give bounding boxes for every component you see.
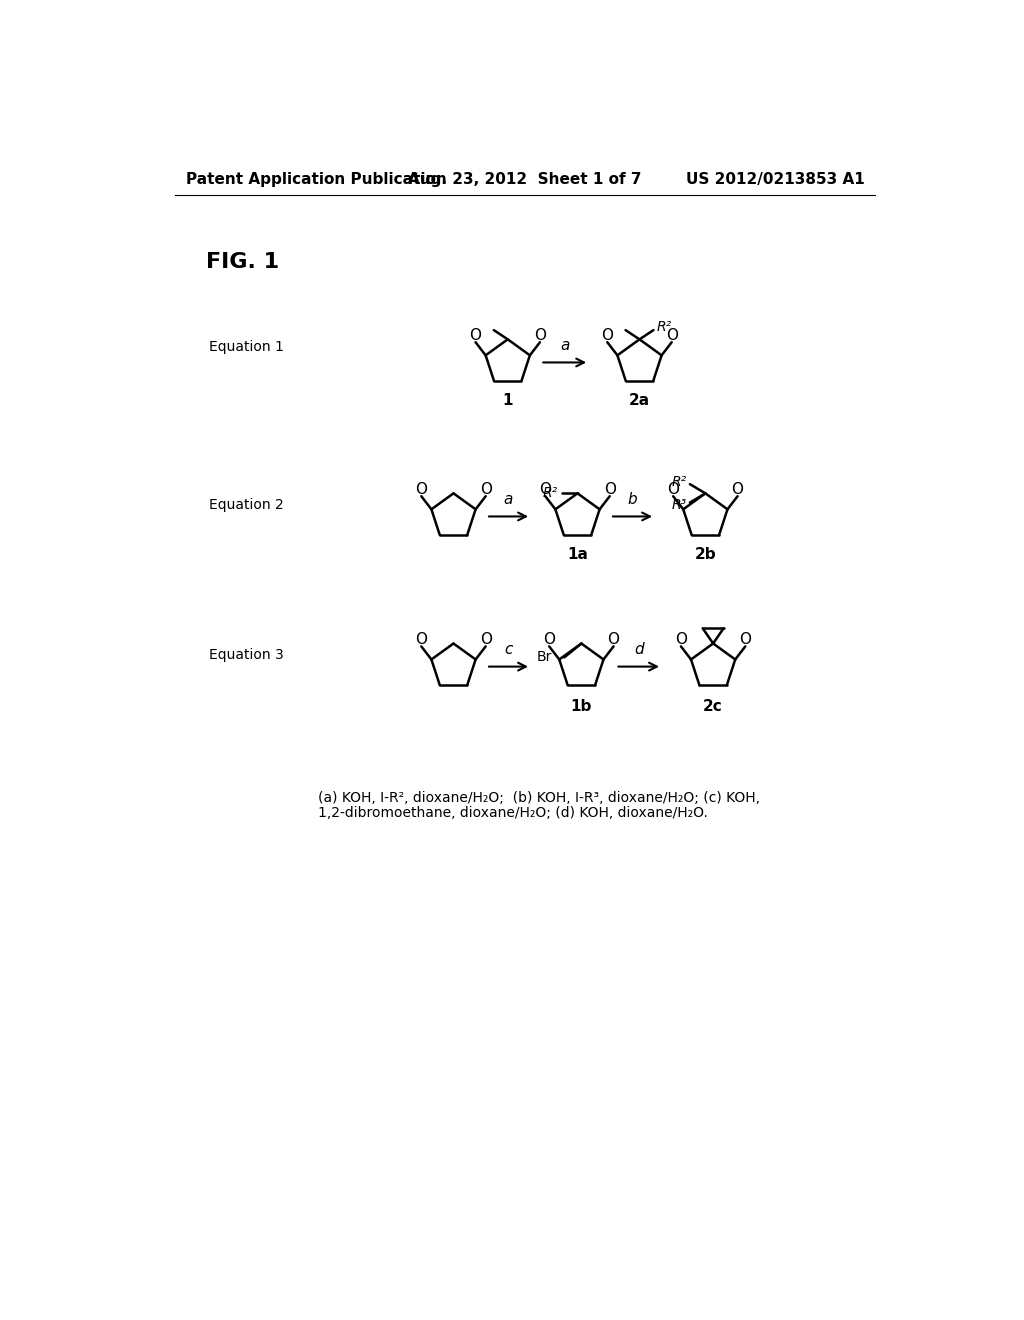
Text: O: O — [739, 632, 752, 647]
Text: Equation 3: Equation 3 — [209, 648, 284, 663]
Text: O: O — [675, 632, 687, 647]
Text: a: a — [504, 492, 513, 507]
Text: O: O — [416, 482, 427, 496]
Text: Patent Application Publication: Patent Application Publication — [186, 173, 446, 187]
Text: R²: R² — [672, 475, 687, 488]
Text: 1,2-dibromoethane, dioxane/H₂O; (d) KOH, dioxane/H₂O.: 1,2-dibromoethane, dioxane/H₂O; (d) KOH,… — [317, 807, 708, 820]
Text: b: b — [628, 492, 637, 507]
Text: O: O — [543, 632, 555, 647]
Text: c: c — [505, 643, 513, 657]
Text: Aug. 23, 2012  Sheet 1 of 7: Aug. 23, 2012 Sheet 1 of 7 — [408, 173, 642, 187]
Text: d: d — [634, 643, 643, 657]
Text: 1a: 1a — [567, 548, 588, 562]
Text: Br: Br — [537, 651, 552, 664]
Text: O: O — [731, 482, 743, 496]
Text: O: O — [416, 632, 427, 647]
Text: O: O — [470, 327, 481, 343]
Text: Equation 2: Equation 2 — [209, 498, 284, 512]
Text: R³: R³ — [672, 498, 687, 512]
Text: 2b: 2b — [694, 548, 716, 562]
Text: a: a — [560, 338, 569, 354]
Text: 2a: 2a — [629, 393, 650, 408]
Text: 1b: 1b — [570, 700, 592, 714]
Text: O: O — [604, 482, 615, 496]
Text: FIG. 1: FIG. 1 — [206, 252, 279, 272]
Text: O: O — [479, 632, 492, 647]
Text: O: O — [601, 327, 613, 343]
Text: Equation 1: Equation 1 — [209, 341, 285, 354]
Text: 2c: 2c — [703, 700, 723, 714]
Text: O: O — [666, 327, 678, 343]
Text: (a) KOH, I-R², dioxane/H₂O;  (b) KOH, I-R³, dioxane/H₂O; (c) KOH,: (a) KOH, I-R², dioxane/H₂O; (b) KOH, I-R… — [317, 791, 760, 804]
Text: US 2012/0213853 A1: US 2012/0213853 A1 — [685, 173, 864, 187]
Text: O: O — [607, 632, 620, 647]
Text: 1: 1 — [503, 393, 513, 408]
Text: R²: R² — [543, 486, 558, 499]
Text: O: O — [668, 482, 679, 496]
Text: O: O — [479, 482, 492, 496]
Text: O: O — [540, 482, 551, 496]
Text: O: O — [534, 327, 546, 343]
Text: R²: R² — [656, 319, 672, 334]
